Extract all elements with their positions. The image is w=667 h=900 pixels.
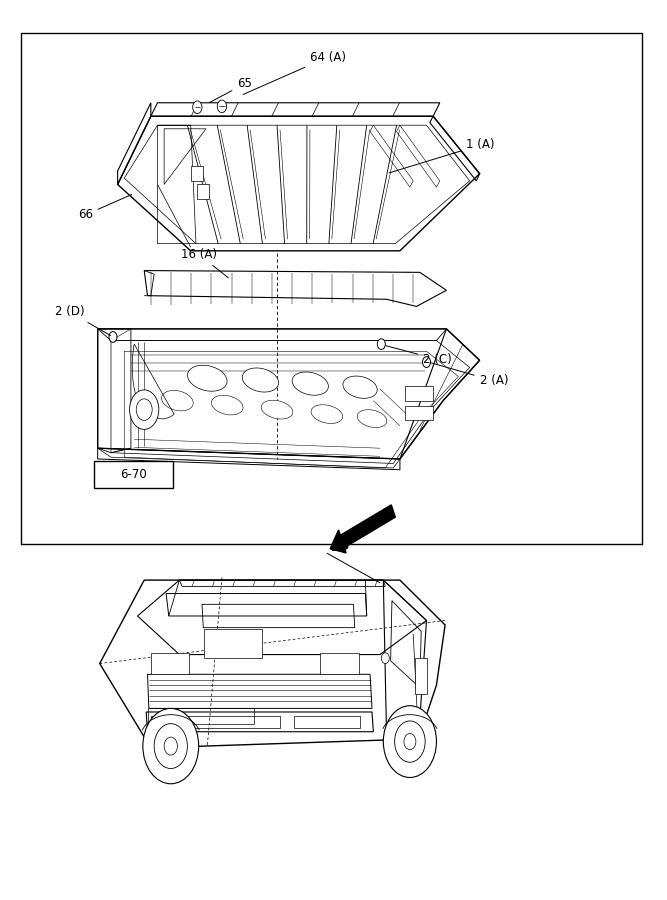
Circle shape xyxy=(109,331,117,342)
Ellipse shape xyxy=(242,368,279,392)
Ellipse shape xyxy=(292,372,328,395)
Text: 65: 65 xyxy=(209,77,252,103)
Bar xyxy=(94,461,173,488)
Ellipse shape xyxy=(358,410,387,427)
Bar xyxy=(21,32,642,544)
Ellipse shape xyxy=(343,376,378,399)
Bar xyxy=(320,652,359,674)
Circle shape xyxy=(136,399,152,420)
Circle shape xyxy=(422,356,430,367)
Text: 6-70: 6-70 xyxy=(120,468,147,481)
Text: 1 (A): 1 (A) xyxy=(390,139,495,173)
Ellipse shape xyxy=(261,400,293,419)
Bar xyxy=(204,629,262,658)
Circle shape xyxy=(404,734,416,750)
Text: 64 (A): 64 (A) xyxy=(243,50,346,94)
Bar xyxy=(151,652,189,674)
Circle shape xyxy=(384,706,436,778)
Circle shape xyxy=(154,724,187,769)
Circle shape xyxy=(217,100,227,112)
Circle shape xyxy=(129,390,159,429)
Bar xyxy=(191,166,203,181)
Circle shape xyxy=(143,708,199,784)
Ellipse shape xyxy=(161,391,193,411)
Text: 16 (A): 16 (A) xyxy=(181,248,228,278)
Ellipse shape xyxy=(187,365,227,392)
Bar xyxy=(406,386,433,400)
Ellipse shape xyxy=(311,405,343,424)
Text: 2 (D): 2 (D) xyxy=(55,305,111,336)
Circle shape xyxy=(378,338,386,349)
Text: 2 (A): 2 (A) xyxy=(431,363,508,387)
FancyArrow shape xyxy=(330,505,396,553)
Circle shape xyxy=(382,652,390,663)
Bar xyxy=(197,184,209,199)
Bar xyxy=(406,406,433,420)
Ellipse shape xyxy=(211,395,243,415)
Bar xyxy=(415,658,427,694)
Text: 66: 66 xyxy=(78,194,131,221)
Circle shape xyxy=(193,101,202,113)
Text: 2 (C): 2 (C) xyxy=(386,346,452,366)
Circle shape xyxy=(164,737,177,755)
Circle shape xyxy=(395,721,425,762)
